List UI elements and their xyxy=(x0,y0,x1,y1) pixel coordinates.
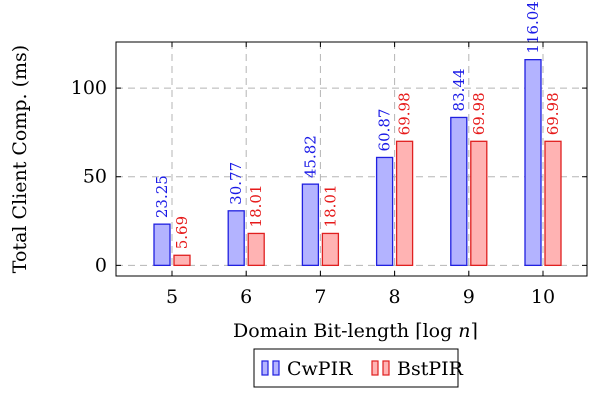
bar-value-label: 60.87 xyxy=(376,109,394,152)
legend-label-bstpir: BstPIR xyxy=(397,358,464,380)
bar-value-label: 69.98 xyxy=(396,92,414,135)
x-tick-label: 9 xyxy=(463,286,475,308)
bars xyxy=(153,59,562,267)
x-axis-ticks: 5 6 7 8 9 10 xyxy=(166,42,555,308)
bar-bstpir xyxy=(544,140,562,267)
bar-value-label: 69.98 xyxy=(470,92,488,135)
grid-lines xyxy=(116,42,587,276)
bar-cwpir xyxy=(301,183,320,267)
x-axis-label-ceil-close: ⌉ xyxy=(471,320,478,342)
legend-swatch-bar xyxy=(382,360,390,376)
legend-label-cwpir: CwPIR xyxy=(287,358,353,380)
y-tick-label: 50 xyxy=(83,166,107,188)
legend-swatch-bar xyxy=(272,360,280,376)
bar-value-label: 5.69 xyxy=(173,216,191,249)
bar-value-label: 69.98 xyxy=(544,92,562,135)
x-axis-label-text: Domain Bit-length xyxy=(233,320,415,342)
bar-value-labels: 23.25 30.77 45.82 60.87 83.44 116.04 5.69 18.01… xyxy=(153,1,562,249)
bar-cwpir xyxy=(375,156,394,267)
bar-value-label: 116.04 xyxy=(524,1,542,54)
plot-frame xyxy=(115,41,588,277)
bar-value-label: 45.82 xyxy=(301,135,319,178)
bar-bstpir xyxy=(321,232,340,267)
legend-swatch-cwpir xyxy=(261,360,280,376)
bar-bstpir xyxy=(173,254,191,267)
legend-swatch-bar xyxy=(261,360,269,376)
bar-bstpir xyxy=(470,140,488,267)
bar-cwpir xyxy=(227,210,245,267)
x-tick-label: 6 xyxy=(240,286,252,308)
bar-bstpir xyxy=(247,232,265,267)
x-tick-label: 7 xyxy=(314,286,326,308)
legend-box xyxy=(253,348,459,388)
legend-swatch-bstpir xyxy=(371,360,390,376)
bar-value-label: 83.44 xyxy=(450,68,468,111)
x-tick-label: 8 xyxy=(389,286,401,308)
bar-value-label: 23.25 xyxy=(153,175,171,218)
x-axis-label: Domain Bit-length ⌈log n⌉ xyxy=(233,320,478,342)
y-tick-label: 100 xyxy=(71,77,107,99)
bar-value-label: 18.01 xyxy=(321,184,339,227)
bar-cwpir xyxy=(153,223,171,267)
y-tick-label: 0 xyxy=(95,254,107,276)
legend: CwPIR BstPIR xyxy=(253,348,464,388)
x-tick-label: 5 xyxy=(166,286,178,308)
bar-value-label: 18.01 xyxy=(247,184,265,227)
y-axis-label: Total Client Comp. (ms) xyxy=(9,45,31,273)
y-axis-ticks: 0 50 100 xyxy=(71,77,587,276)
bar-cwpir xyxy=(524,59,542,267)
x-tick-label: 10 xyxy=(531,286,555,308)
x-axis-label-var: n xyxy=(458,320,470,342)
bar-value-label: 30.77 xyxy=(227,162,245,205)
bar-cwpir xyxy=(450,116,468,267)
bar-bstpir xyxy=(395,140,414,267)
x-axis-label-log: log xyxy=(423,320,459,342)
x-axis-label-ceil-open: ⌈ xyxy=(415,320,422,342)
legend-swatch-bar xyxy=(371,360,379,376)
